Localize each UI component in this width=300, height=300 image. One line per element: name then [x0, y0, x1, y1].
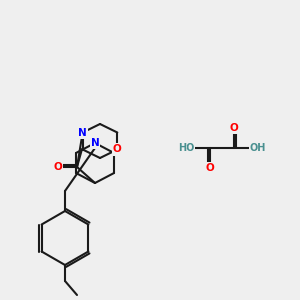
Text: HO: HO: [178, 143, 194, 153]
Text: OH: OH: [250, 143, 266, 153]
Text: O: O: [113, 145, 122, 154]
Text: N: N: [91, 138, 99, 148]
Text: O: O: [230, 123, 238, 133]
Text: O: O: [54, 162, 62, 172]
Text: O: O: [206, 163, 214, 173]
Text: N: N: [78, 128, 87, 137]
